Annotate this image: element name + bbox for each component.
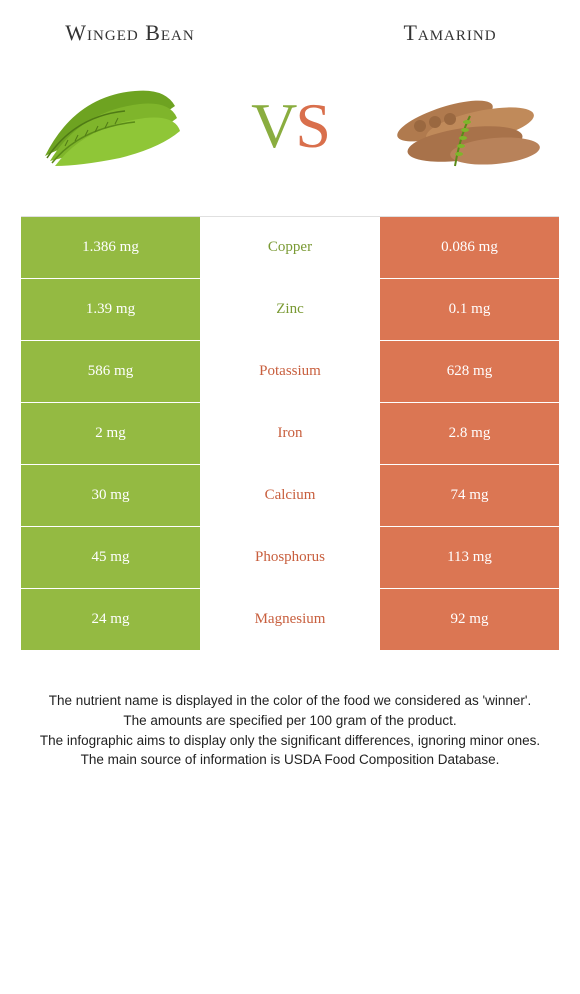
value-right: 0.1 mg bbox=[380, 279, 559, 340]
table-row: 586 mgPotassium628 mg bbox=[21, 341, 559, 403]
nutrient-name: Calcium bbox=[200, 465, 380, 526]
value-right: 628 mg bbox=[380, 341, 559, 402]
table-row: 2 mgIron2.8 mg bbox=[21, 403, 559, 465]
value-left: 586 mg bbox=[21, 341, 200, 402]
hero-row: VS bbox=[0, 56, 580, 216]
table-row: 30 mgCalcium74 mg bbox=[21, 465, 559, 527]
value-left: 2 mg bbox=[21, 403, 200, 464]
tamarind-image bbox=[385, 66, 555, 186]
table-row: 24 mgMagnesium92 mg bbox=[21, 589, 559, 651]
vs-label: VS bbox=[251, 89, 329, 163]
nutrient-table: 1.386 mgCopper0.086 mg1.39 mgZinc0.1 mg5… bbox=[21, 216, 559, 651]
footer-line-4: The main source of information is USDA F… bbox=[22, 750, 558, 770]
value-left: 1.386 mg bbox=[21, 217, 200, 278]
vs-v: V bbox=[251, 90, 295, 161]
nutrient-name: Copper bbox=[200, 217, 380, 278]
value-right: 2.8 mg bbox=[380, 403, 559, 464]
table-row: 1.386 mgCopper0.086 mg bbox=[21, 217, 559, 279]
nutrient-name: Potassium bbox=[200, 341, 380, 402]
footer-line-3: The infographic aims to display only the… bbox=[22, 731, 558, 751]
value-left: 45 mg bbox=[21, 527, 200, 588]
food-title-right: Tamarind bbox=[360, 20, 540, 46]
value-right: 0.086 mg bbox=[380, 217, 559, 278]
value-left: 1.39 mg bbox=[21, 279, 200, 340]
table-row: 45 mgPhosphorus113 mg bbox=[21, 527, 559, 589]
footer-line-2: The amounts are specified per 100 gram o… bbox=[22, 711, 558, 731]
nutrient-name: Zinc bbox=[200, 279, 380, 340]
nutrient-name: Iron bbox=[200, 403, 380, 464]
nutrient-name: Magnesium bbox=[200, 589, 380, 650]
value-left: 30 mg bbox=[21, 465, 200, 526]
vs-s: S bbox=[295, 90, 329, 161]
footer-line-1: The nutrient name is displayed in the co… bbox=[22, 691, 558, 711]
header: Winged Bean Tamarind bbox=[0, 0, 580, 56]
value-right: 113 mg bbox=[380, 527, 559, 588]
value-right: 74 mg bbox=[380, 465, 559, 526]
food-title-left: Winged Bean bbox=[40, 20, 220, 46]
table-row: 1.39 mgZinc0.1 mg bbox=[21, 279, 559, 341]
nutrient-name: Phosphorus bbox=[200, 527, 380, 588]
footer-notes: The nutrient name is displayed in the co… bbox=[0, 651, 580, 769]
value-left: 24 mg bbox=[21, 589, 200, 650]
winged-bean-image bbox=[25, 66, 195, 186]
value-right: 92 mg bbox=[380, 589, 559, 650]
